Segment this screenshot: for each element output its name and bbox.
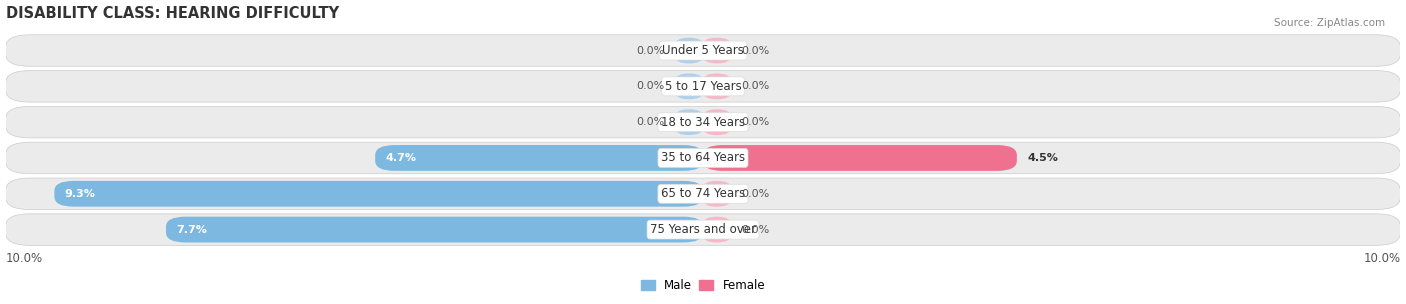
Text: 9.3%: 9.3% bbox=[65, 189, 96, 199]
Text: DISABILITY CLASS: HEARING DIFFICULTY: DISABILITY CLASS: HEARING DIFFICULTY bbox=[6, 5, 339, 21]
Text: Under 5 Years: Under 5 Years bbox=[662, 44, 744, 57]
Text: 0.0%: 0.0% bbox=[741, 189, 769, 199]
Text: 0.0%: 0.0% bbox=[741, 46, 769, 56]
FancyBboxPatch shape bbox=[6, 178, 1400, 209]
Text: Source: ZipAtlas.com: Source: ZipAtlas.com bbox=[1274, 18, 1385, 28]
FancyBboxPatch shape bbox=[675, 74, 703, 99]
FancyBboxPatch shape bbox=[703, 109, 731, 135]
FancyBboxPatch shape bbox=[675, 38, 703, 64]
Legend: Male, Female: Male, Female bbox=[636, 274, 770, 297]
FancyBboxPatch shape bbox=[6, 214, 1400, 245]
Text: 0.0%: 0.0% bbox=[741, 117, 769, 127]
Text: 7.7%: 7.7% bbox=[176, 225, 207, 235]
Text: 0.0%: 0.0% bbox=[637, 81, 665, 92]
Text: 0.0%: 0.0% bbox=[741, 81, 769, 92]
Text: 10.0%: 10.0% bbox=[6, 252, 42, 265]
FancyBboxPatch shape bbox=[703, 217, 731, 243]
FancyBboxPatch shape bbox=[703, 145, 1017, 171]
Text: 18 to 34 Years: 18 to 34 Years bbox=[661, 116, 745, 129]
Text: 4.5%: 4.5% bbox=[1028, 153, 1059, 163]
Text: 0.0%: 0.0% bbox=[637, 117, 665, 127]
Text: 65 to 74 Years: 65 to 74 Years bbox=[661, 187, 745, 200]
FancyBboxPatch shape bbox=[166, 217, 703, 243]
FancyBboxPatch shape bbox=[703, 181, 731, 207]
Text: 35 to 64 Years: 35 to 64 Years bbox=[661, 151, 745, 164]
FancyBboxPatch shape bbox=[703, 38, 731, 64]
FancyBboxPatch shape bbox=[703, 74, 731, 99]
FancyBboxPatch shape bbox=[675, 109, 703, 135]
Text: 10.0%: 10.0% bbox=[1364, 252, 1400, 265]
FancyBboxPatch shape bbox=[6, 35, 1400, 66]
FancyBboxPatch shape bbox=[6, 106, 1400, 138]
FancyBboxPatch shape bbox=[55, 181, 703, 207]
Text: 0.0%: 0.0% bbox=[637, 46, 665, 56]
Text: 5 to 17 Years: 5 to 17 Years bbox=[665, 80, 741, 93]
Text: 75 Years and over: 75 Years and over bbox=[650, 223, 756, 236]
Text: 0.0%: 0.0% bbox=[741, 225, 769, 235]
FancyBboxPatch shape bbox=[375, 145, 703, 171]
FancyBboxPatch shape bbox=[6, 71, 1400, 102]
Text: 4.7%: 4.7% bbox=[385, 153, 416, 163]
FancyBboxPatch shape bbox=[6, 142, 1400, 174]
